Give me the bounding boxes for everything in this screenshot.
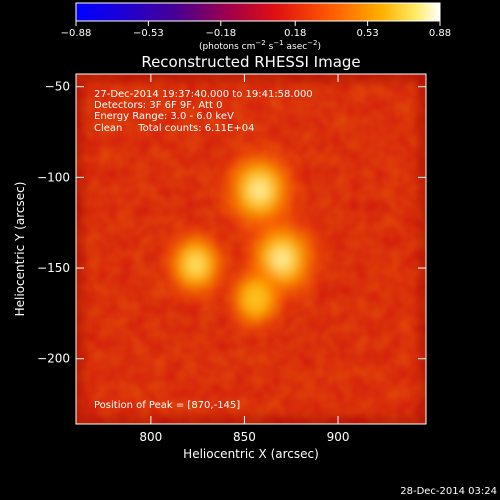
chart-title: Reconstructed RHESSI Image: [141, 53, 360, 71]
emission-sources: [158, 137, 328, 337]
annotation-time: 27-Dec-2014 19:37:40.000 to 19:41:58.000: [94, 89, 313, 100]
footer-date: 28-Dec-2014 03:24: [400, 486, 497, 497]
y-tick-label: −150: [37, 261, 70, 275]
x-tick-label: 850: [233, 430, 256, 444]
colorbar: −0.88 −0.53 −0.18 0.18 0.53 0.88 (photons cm−…: [61, 2, 451, 52]
y-tick-label: −200: [37, 352, 70, 366]
emission-source: [158, 221, 233, 308]
colorbar-gradient: [75, 2, 441, 22]
colorbar-units: (photons cm−2 s−1 asec−2): [199, 39, 321, 52]
colorbar-tick-label: −0.88: [61, 28, 92, 39]
y-tick-label: −100: [37, 170, 70, 184]
colorbar-tick-label: 0.18: [284, 28, 306, 39]
annotation-detectors: Detectors: 3F 6F 9F, Att 0: [94, 100, 222, 111]
annotation-block: 27-Dec-2014 19:37:40.000 to 19:41:58.000…: [94, 89, 313, 134]
colorbar-tick-label: −0.18: [205, 28, 236, 39]
x-tick-label: 900: [327, 430, 350, 444]
emission-source: [222, 260, 289, 337]
x-tick-label: 800: [139, 430, 162, 444]
colorbar-ticks: −0.88 −0.53 −0.18 0.18 0.53 0.88: [61, 21, 451, 39]
colorbar-tick-label: 0.53: [356, 28, 378, 39]
peak-position-label: Position of Peak = [870,-145]: [94, 400, 240, 411]
colorbar-tick-label: −0.53: [133, 28, 164, 39]
y-axis-label: Heliocentric Y (arcsec): [13, 182, 27, 317]
y-tick-label: −50: [45, 80, 70, 94]
annotation-counts: Clean Total counts: 6.11E+04: [94, 123, 254, 134]
x-axis-label: Heliocentric X (arcsec): [183, 447, 319, 461]
axis-ticks: 800 850 900 −50 −100 −150 −200: [37, 74, 426, 444]
plot-image: [76, 74, 426, 424]
annotation-energy: Energy Range: 3.0 - 6.0 keV: [94, 111, 234, 122]
plot-frame: [75, 73, 427, 425]
colorbar-tick-label: 0.88: [429, 28, 451, 39]
